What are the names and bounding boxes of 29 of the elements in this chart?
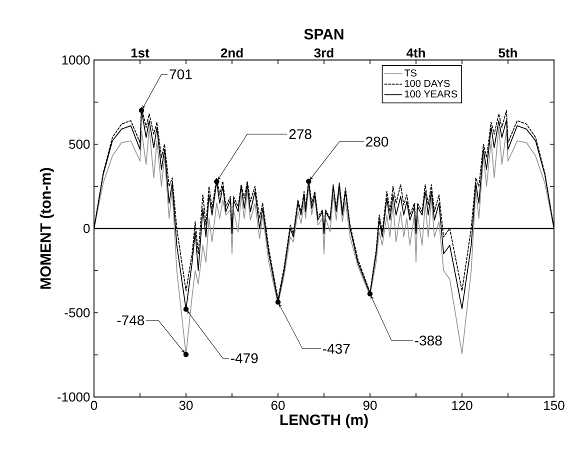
text: 1st [131,48,150,58]
annotation: 280 [366,136,388,147]
y-tick-label: 1000 [62,55,90,65]
x-tick-label: 150 [544,400,564,410]
x-tick-label: 120 [452,400,472,410]
annotation: -748 [117,315,144,326]
y-tick-label: 500 [69,140,90,149]
legend-label: 100 DAYS [405,80,450,88]
x-tick-label: 0 [90,400,98,410]
annotation: -479 [231,353,258,364]
y-tick-label: 0 [83,224,90,234]
y-tick-label: -500 [64,308,90,318]
text: 4th [406,48,425,58]
x-tick-label: 60 [271,400,285,410]
y-tick-label: -1000 [58,392,90,402]
x-tick-label: 90 [363,400,377,410]
annotation: 701 [170,69,192,80]
text: 2nd [220,48,243,58]
annotation: 278 [289,129,312,140]
annotation: -388 [415,336,442,346]
annotation: -437 [323,344,350,354]
x-tick-label: 30 [179,400,193,410]
legend-label: TS [404,69,417,77]
x2-axis-title: SPAN [304,28,344,40]
x-axis-title: LENGTH (m) [280,414,368,428]
text: 5th [498,48,517,58]
legend-label: 100 YEARS [405,90,458,98]
y-axis-title: MOMENT (ton-m) [40,168,54,289]
text: 3rd [314,48,334,58]
